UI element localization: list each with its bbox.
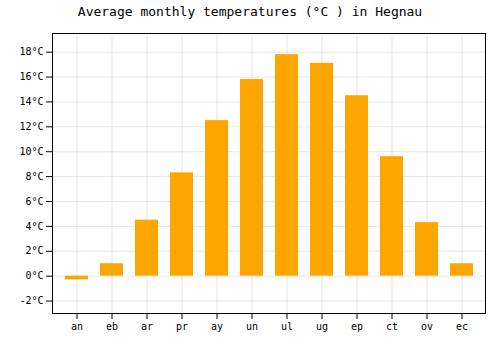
- svg-text:18°C: 18°C: [19, 46, 43, 57]
- svg-text:ay: ay: [211, 321, 223, 332]
- svg-text:8°C: 8°C: [25, 171, 43, 182]
- svg-text:2°C: 2°C: [25, 245, 43, 256]
- svg-text:16°C: 16°C: [19, 71, 43, 82]
- svg-text:6°C: 6°C: [25, 196, 43, 207]
- svg-text:ep: ep: [351, 321, 363, 332]
- svg-text:eb: eb: [106, 321, 118, 332]
- svg-text:un: un: [246, 321, 258, 332]
- svg-text:an: an: [71, 321, 83, 332]
- svg-text:14°C: 14°C: [19, 96, 43, 107]
- svg-text:-2°C: -2°C: [19, 295, 43, 306]
- svg-text:ec: ec: [456, 321, 468, 332]
- svg-text:4°C: 4°C: [25, 221, 43, 232]
- svg-text:ul: ul: [281, 321, 293, 332]
- svg-text:ov: ov: [421, 321, 433, 332]
- svg-text:0°C: 0°C: [25, 270, 43, 281]
- svg-text:12°C: 12°C: [19, 121, 43, 132]
- svg-text:ct: ct: [386, 321, 398, 332]
- svg-text:10°C: 10°C: [19, 146, 43, 157]
- html-text:Average monthly temperatures (: Average monthly temperatures (°C ) in He…: [77, 4, 423, 19]
- svg-text:pr: pr: [176, 321, 188, 332]
- svg-text:ar: ar: [141, 321, 153, 332]
- svg-text:ug: ug: [316, 321, 328, 332]
